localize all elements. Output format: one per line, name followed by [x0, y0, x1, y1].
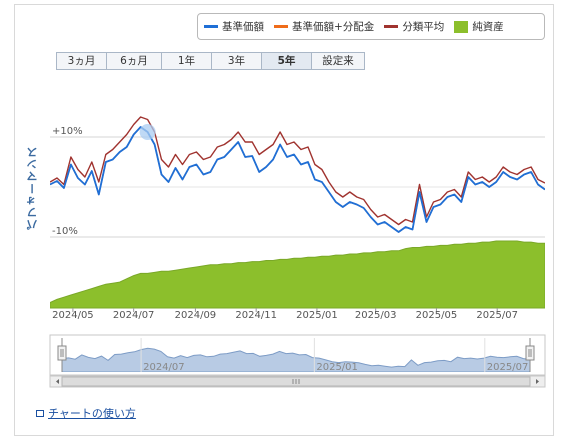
range-tab[interactable]: 1年: [162, 53, 212, 69]
legend-item[interactable]: 基準価額+分配金: [274, 19, 374, 34]
legend-label: 基準価額+分配金: [292, 21, 375, 33]
legend-swatch: [454, 20, 469, 33]
window-icon: [36, 409, 44, 417]
chart-help-link[interactable]: チャートの使い方: [36, 405, 136, 421]
chart-help-label: チャートの使い方: [48, 407, 136, 420]
legend-swatch: [384, 25, 399, 28]
range-tab[interactable]: 5年: [262, 53, 312, 69]
legend-item[interactable]: 分類平均: [384, 19, 444, 34]
legend-swatch: [204, 25, 218, 28]
legend-label: 分類平均: [402, 21, 445, 33]
legend-label: 基準価額: [222, 21, 264, 33]
legend-swatch: [274, 25, 288, 28]
range-tabs: 3ヵ月 6ヵ月 1年 3年 5年 設定来: [56, 52, 365, 70]
range-tab[interactable]: 6ヵ月: [107, 53, 162, 69]
range-tab[interactable]: 3ヵ月: [57, 53, 107, 69]
chart-legend: 基準価額 基準価額+分配金 分類平均 純資産: [197, 13, 545, 40]
legend-label: 純資産: [472, 21, 504, 33]
legend-item[interactable]: 基準価額: [204, 19, 264, 34]
range-tab[interactable]: 設定来: [312, 53, 364, 69]
range-tab[interactable]: 3年: [212, 53, 262, 69]
legend-item[interactable]: 純資産: [454, 19, 504, 34]
y-axis-title: パフォーマンス: [26, 146, 39, 230]
